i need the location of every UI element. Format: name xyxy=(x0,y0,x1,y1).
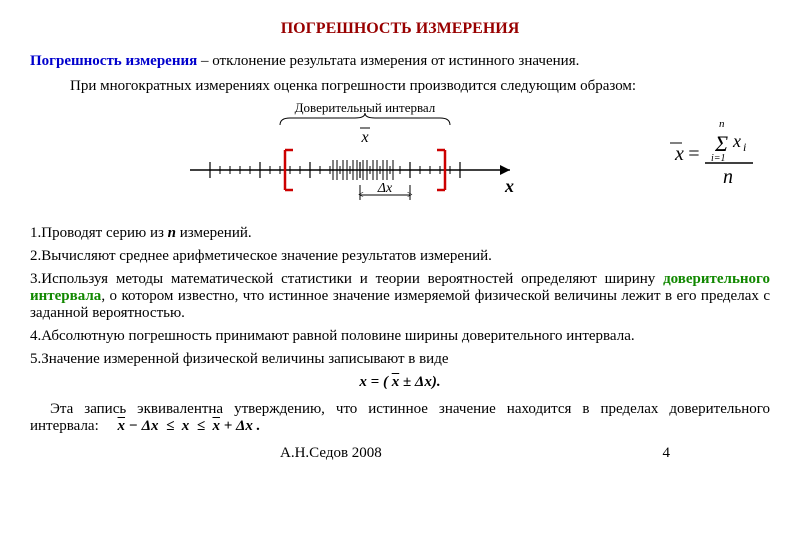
step-num: 3. xyxy=(30,271,41,287)
step-text: Абсолютную погрешность принимают равной … xyxy=(41,328,634,344)
step-num: 2. xyxy=(30,248,41,264)
step-post: , о котором известно, что истинное значе… xyxy=(30,288,770,321)
step-pre: Проводят серию из xyxy=(41,225,167,241)
footer-author: А.Н.Седов 2008 xyxy=(280,445,382,462)
arrow-icon xyxy=(500,165,510,175)
definition-text: – отклонение результата измерения от ист… xyxy=(197,53,579,69)
step-1: 1.Проводят серию из n измерений. xyxy=(30,225,770,242)
step-text: Вычисляют среднее арифметическое значени… xyxy=(41,248,492,264)
step-text: Значение измеренной физической величины … xyxy=(41,351,448,367)
mean-formula-svg: x = Σ n i=1 x i n xyxy=(655,115,765,190)
svg-text:n: n xyxy=(719,118,725,130)
intro-text: При многократных измерениях оценка погре… xyxy=(30,78,770,95)
conclusion-formula: x − Δx ≤ x ≤ x + Δx . xyxy=(118,418,261,434)
conclusion: Эта запись эквивалентна утверждению, что… xyxy=(30,401,770,435)
definition-term: Погрешность измерения xyxy=(30,53,197,69)
result-formula: x = ( x ± Δx). xyxy=(30,374,770,391)
step-num: 5. xyxy=(30,351,41,367)
page-footer: А.Н.Седов 2008 4 xyxy=(30,445,770,462)
axis-symbol: x xyxy=(504,176,514,196)
step-4: 4.Абсолютную погрешность принимают равно… xyxy=(30,328,770,345)
confidence-interval-diagram: Доверительный интервал x xyxy=(140,100,540,210)
step-bold: n xyxy=(168,225,176,241)
footer-page: 4 xyxy=(663,445,671,462)
step-post: измерений. xyxy=(176,225,252,241)
step-3: 3.Используя методы математической статис… xyxy=(30,271,770,322)
definition-line: Погрешность измерения – отклонение резул… xyxy=(30,53,770,70)
diagram-container: Доверительный интервал x xyxy=(30,100,650,210)
delta-left-arrow: < xyxy=(358,190,364,201)
step-pre: Используя методы математической статисти… xyxy=(41,271,663,287)
svg-text:x: x xyxy=(732,131,741,151)
interval-label: Доверительный интервал xyxy=(295,100,436,115)
mean-formula: x = Σ n i=1 x i n xyxy=(650,115,770,195)
diagram-row: Доверительный интервал x xyxy=(30,100,770,210)
delta-symbol: Δx xyxy=(377,181,393,196)
step-2: 2.Вычисляют среднее арифметическое значе… xyxy=(30,248,770,265)
svg-text:x: x xyxy=(674,143,684,165)
svg-text:n: n xyxy=(723,166,733,188)
mean-symbol: x xyxy=(360,129,368,146)
step-num: 1. xyxy=(30,225,41,241)
step-5: 5.Значение измеренной физической величин… xyxy=(30,351,770,368)
svg-text:i: i xyxy=(743,140,746,154)
step-num: 4. xyxy=(30,328,41,344)
svg-text:=: = xyxy=(687,143,701,165)
page-title: ПОГРЕШНОСТЬ ИЗМЕРЕНИЯ xyxy=(30,20,770,38)
